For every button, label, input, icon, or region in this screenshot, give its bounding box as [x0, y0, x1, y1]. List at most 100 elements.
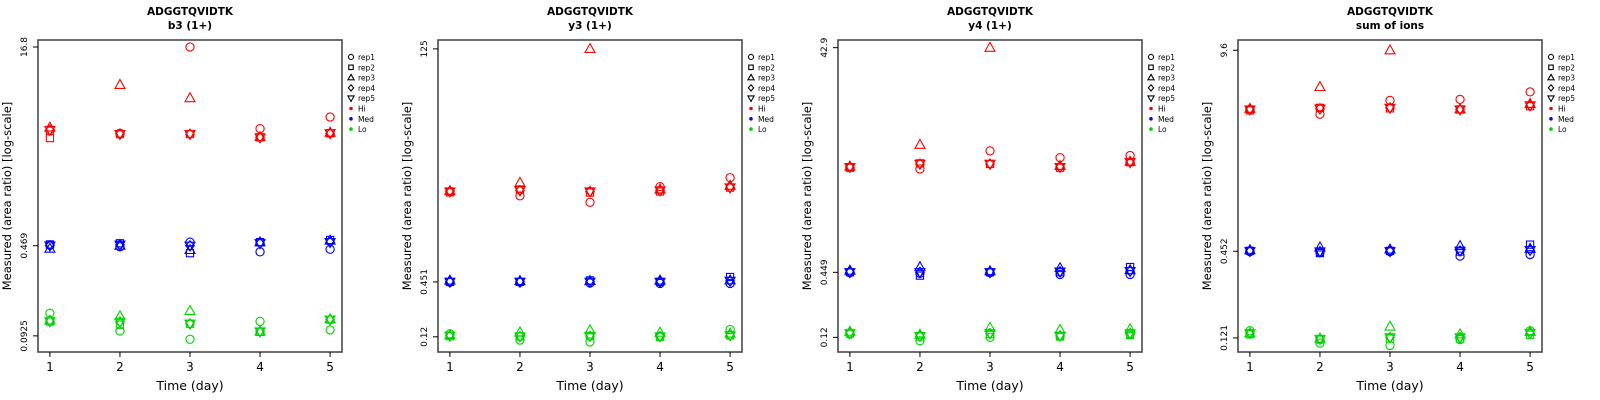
x-tick-label: 3: [586, 360, 594, 374]
legend-marker-rep5: [1546, 95, 1556, 103]
data-point-lo-rep5-day3: [184, 319, 196, 331]
x-tick-label: 2: [116, 360, 124, 374]
data-point-lo-rep3-day4: [254, 325, 266, 336]
data-point-lo-rep3-day3: [184, 304, 196, 316]
data-point-lo-rep1-day3: [585, 337, 595, 347]
legend-dot-med: [1149, 117, 1153, 121]
data-point-hi-rep5-day3: [184, 129, 196, 141]
x-tick-label: 2: [516, 360, 524, 374]
data-point-hi-rep3-day3: [184, 91, 196, 103]
data-point-hi-rep5-day2: [114, 129, 126, 141]
legend-marker-rep5: [746, 95, 756, 103]
data-point-hi-rep5-day4: [254, 133, 266, 144]
legend-label-rep1: rep1: [1558, 53, 1575, 62]
data-point-med-rep3-day4: [1054, 261, 1066, 273]
legend-label-med: Med: [758, 115, 774, 124]
data-point-lo-rep5-day5: [1124, 329, 1137, 340]
legend-dot-lo: [349, 127, 353, 131]
data-point-hi-rep3-day2: [914, 138, 926, 149]
panel-subtitle: y3 (1+): [568, 20, 612, 32]
data-point-med-rep5-day4: [1454, 246, 1466, 258]
legend-label-rep3: rep3: [758, 74, 775, 83]
legend-label-rep5: rep5: [1158, 94, 1175, 103]
data-point-lo-rep5-day3: [1384, 333, 1396, 344]
data-point-med-rep5-day2: [514, 277, 526, 289]
legend-label-rep2: rep2: [1158, 63, 1175, 72]
data-point-lo-rep5-day3: [584, 331, 596, 343]
panel-subtitle: sum of ions: [1356, 20, 1424, 32]
panel-title: ADGGTQVIDTK: [1347, 6, 1434, 18]
data-point-hi-rep5-day2: [1314, 104, 1326, 116]
data-point-med-rep5-day1: [43, 241, 56, 253]
y-tick-label: 0.469: [20, 233, 30, 259]
legend-label-rep2: rep2: [358, 63, 375, 72]
data-point-hi-rep3-day4: [254, 130, 266, 142]
data-point-hi-rep1-day5: [1125, 150, 1135, 161]
data-point-lo-rep5-day5: [724, 331, 737, 342]
y-tick-label: 0.12: [420, 327, 430, 347]
x-tick-label: 4: [1456, 360, 1464, 374]
panel-title: ADGGTQVIDTK: [147, 6, 234, 18]
legend-label-rep3: rep3: [358, 74, 375, 83]
legend-dot-lo: [1149, 127, 1153, 131]
legend-dot-hi: [749, 106, 753, 111]
legend-label-lo: Lo: [758, 125, 767, 134]
data-point-lo-rep3-day3: [1384, 320, 1396, 331]
data-point-lo-rep5-day2: [114, 317, 126, 329]
data-point-med-rep5-day1: [443, 277, 456, 289]
data-point-lo-rep5-day4: [254, 327, 266, 338]
x-tick-label: 4: [1056, 360, 1064, 374]
legend-marker-rep1: [1147, 53, 1155, 61]
legend-label-med: Med: [1158, 115, 1174, 124]
data-point-lo-rep5-day4: [1454, 333, 1466, 344]
data-point-lo-rep2-day2: [115, 320, 125, 329]
data-point-hi-rep1-day2: [1315, 109, 1325, 119]
data-point-lo-rep5-day1: [43, 317, 56, 328]
data-point-med-rep5-day4: [1054, 267, 1066, 279]
legend-dot-lo: [1549, 127, 1553, 131]
data-point-lo-rep5-day2: [914, 331, 926, 343]
data-point-hi-rep1-day4: [1455, 94, 1465, 105]
legend-label-rep5: rep5: [758, 94, 775, 103]
legend-label-rep5: rep5: [1558, 94, 1575, 103]
data-point-lo-rep1-day5: [325, 325, 335, 335]
data-point-lo-rep5-day3: [984, 329, 996, 340]
y-tick-label: 0.0925: [20, 320, 30, 352]
legend-marker-rep4: [1547, 83, 1555, 92]
legend-label-rep4: rep4: [1158, 84, 1175, 93]
y-tick-label: 0.452: [1220, 238, 1230, 264]
data-point-med-rep5-day1: [843, 268, 856, 279]
data-point-hi-rep3-day3: [984, 41, 996, 52]
legend-marker-rep5: [346, 95, 356, 103]
panel-wrap-2: ADGGTQVIDTK y3 (1+) Measured (area ratio) …: [400, 0, 800, 400]
y-axis-title: Measured (area ratio) [log-scale]: [800, 102, 814, 291]
data-point-hi-rep5-day3: [584, 187, 596, 198]
y-tick-label: 0.12: [820, 327, 830, 347]
data-point-hi-rep5-day5: [1124, 158, 1137, 169]
x-tick-label: 4: [256, 360, 264, 374]
data-point-med-rep5-day3: [584, 277, 596, 289]
panel-subtitle: b3 (1+): [168, 20, 212, 32]
data-point-med-rep2-day2: [915, 271, 925, 280]
data-point-lo-rep3-day4: [654, 326, 666, 337]
data-point-med-rep1-day5: [1525, 249, 1535, 260]
data-point-lo-rep5-day2: [514, 332, 526, 343]
data-point-hi-rep3-day3: [584, 42, 596, 54]
data-point-hi-rep5-day1: [843, 162, 856, 174]
x-tick-label: 5: [726, 360, 734, 374]
y-tick-label: 16.8: [20, 37, 30, 57]
x-tick-label: 1: [846, 360, 854, 374]
chart-panel-sum-of-ions: ADGGTQVIDTK sum of ions Measured (area rat…: [1200, 6, 1575, 393]
data-point-hi-rep1-day2: [515, 191, 525, 201]
x-axis-title: Time (day): [955, 378, 1023, 393]
data-point-hi-rep5-day5: [324, 129, 337, 140]
data-point-hi-rep5-day4: [654, 186, 666, 197]
y-tick-label: 42.9: [820, 37, 830, 57]
data-point-lo-rep3-day2: [514, 325, 526, 337]
data-point-med-rep3-day2: [914, 260, 926, 272]
x-tick-label: 4: [656, 360, 664, 374]
plot-box: [1237, 39, 1543, 353]
data-point-lo-rep1-day2: [915, 336, 925, 346]
data-point-med-rep5-day2: [914, 268, 926, 279]
panel-title: ADGGTQVIDTK: [547, 6, 634, 18]
